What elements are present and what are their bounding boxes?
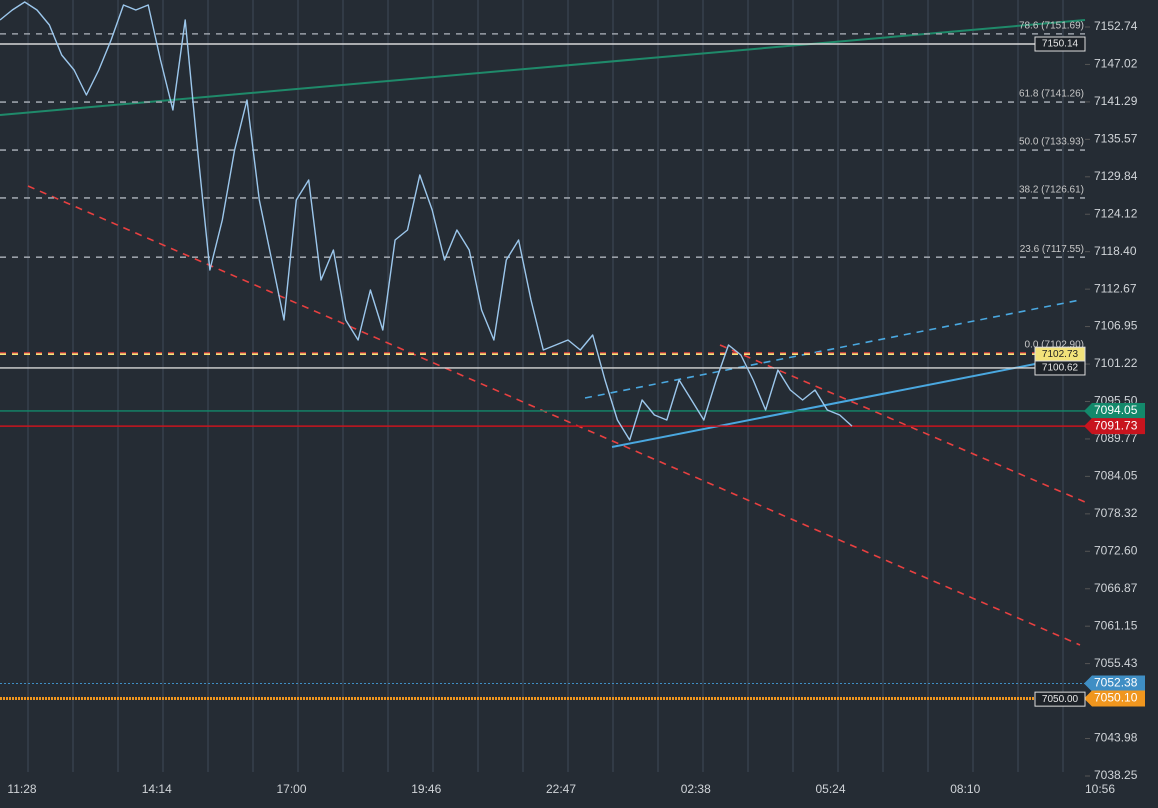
fib-label: 0.0 (7102.90): [1025, 340, 1085, 351]
price-line: [0, 1, 853, 441]
y-tick-label: 7089.77: [1094, 431, 1138, 445]
y-tick-label: 7135.57: [1094, 131, 1138, 145]
price-tag-label: 7050.00: [1042, 694, 1079, 705]
vertical-grid: [27, 0, 1064, 772]
price-tag: [1034, 36, 1086, 52]
y-tick-label: 7118.40: [1094, 244, 1137, 258]
price-tag-label: 7094.05: [1094, 403, 1138, 417]
y-tick-label: 7124.12: [1094, 206, 1138, 220]
fib-label: 38.2 (7126.61): [1019, 185, 1084, 196]
trendline: [584, 299, 1081, 399]
y-tick-label: 7038.25: [1094, 768, 1138, 782]
x-tick-label: 22:47: [546, 782, 576, 796]
y-tick-label: 7078.32: [1094, 506, 1138, 520]
trendline: [611, 363, 1036, 448]
y-tick-label: 7112.67: [1094, 281, 1137, 295]
y-tick-label: 7055.43: [1094, 656, 1138, 670]
y-tick-label: 7066.87: [1094, 581, 1138, 595]
price-tag-label: 7050.10: [1094, 691, 1138, 705]
y-tick-label: 7152.74: [1094, 19, 1138, 33]
y-tick-label: 7061.15: [1094, 618, 1138, 632]
x-tick-label: 19:46: [411, 782, 441, 796]
trendline: [719, 344, 1086, 503]
price-tag: [1034, 691, 1086, 707]
fib-label: 78.6 (7151.69): [1019, 21, 1084, 32]
x-tick-label: 10:56: [1085, 782, 1115, 796]
price-tag: [1084, 690, 1145, 707]
price-tag-label: 7052.38: [1094, 676, 1138, 690]
x-tick-label: 14:14: [142, 782, 172, 796]
y-tick-label: 7072.60: [1094, 543, 1138, 557]
y-tick-label: 7129.84: [1094, 169, 1138, 183]
price-tag: [1084, 675, 1145, 692]
trendline: [0, 19, 1086, 116]
price-tag: [1034, 360, 1086, 376]
price-tag-label: 7102.73: [1042, 349, 1079, 360]
x-tick-label: 08:10: [950, 782, 980, 796]
price-tag: [1084, 418, 1145, 435]
y-tick-label: 7141.29: [1094, 94, 1138, 108]
y-tick-label: 7106.95: [1094, 319, 1138, 333]
fib-label: 61.8 (7141.26): [1019, 89, 1084, 100]
x-tick-label: 17:00: [276, 782, 306, 796]
y-tick-label: 7101.22: [1094, 356, 1138, 370]
trendline: [27, 185, 1081, 646]
price-tag: [1084, 402, 1145, 419]
y-tick-label: 7147.02: [1094, 57, 1138, 71]
y-tick-label: 7084.05: [1094, 469, 1138, 483]
price-tag-label: 7150.14: [1042, 39, 1079, 50]
price-tag-label: 7091.73: [1094, 418, 1138, 432]
fib-label: 23.6 (7117.55): [1020, 244, 1084, 255]
y-tick-label: 7043.98: [1094, 731, 1138, 745]
x-tick-label: 02:38: [681, 782, 711, 796]
x-tick-label: 11:28: [7, 782, 36, 796]
x-tick-label: 05:24: [815, 782, 845, 796]
fib-label: 50.0 (7133.93): [1019, 137, 1084, 148]
price-tag-label: 7100.62: [1042, 363, 1079, 374]
